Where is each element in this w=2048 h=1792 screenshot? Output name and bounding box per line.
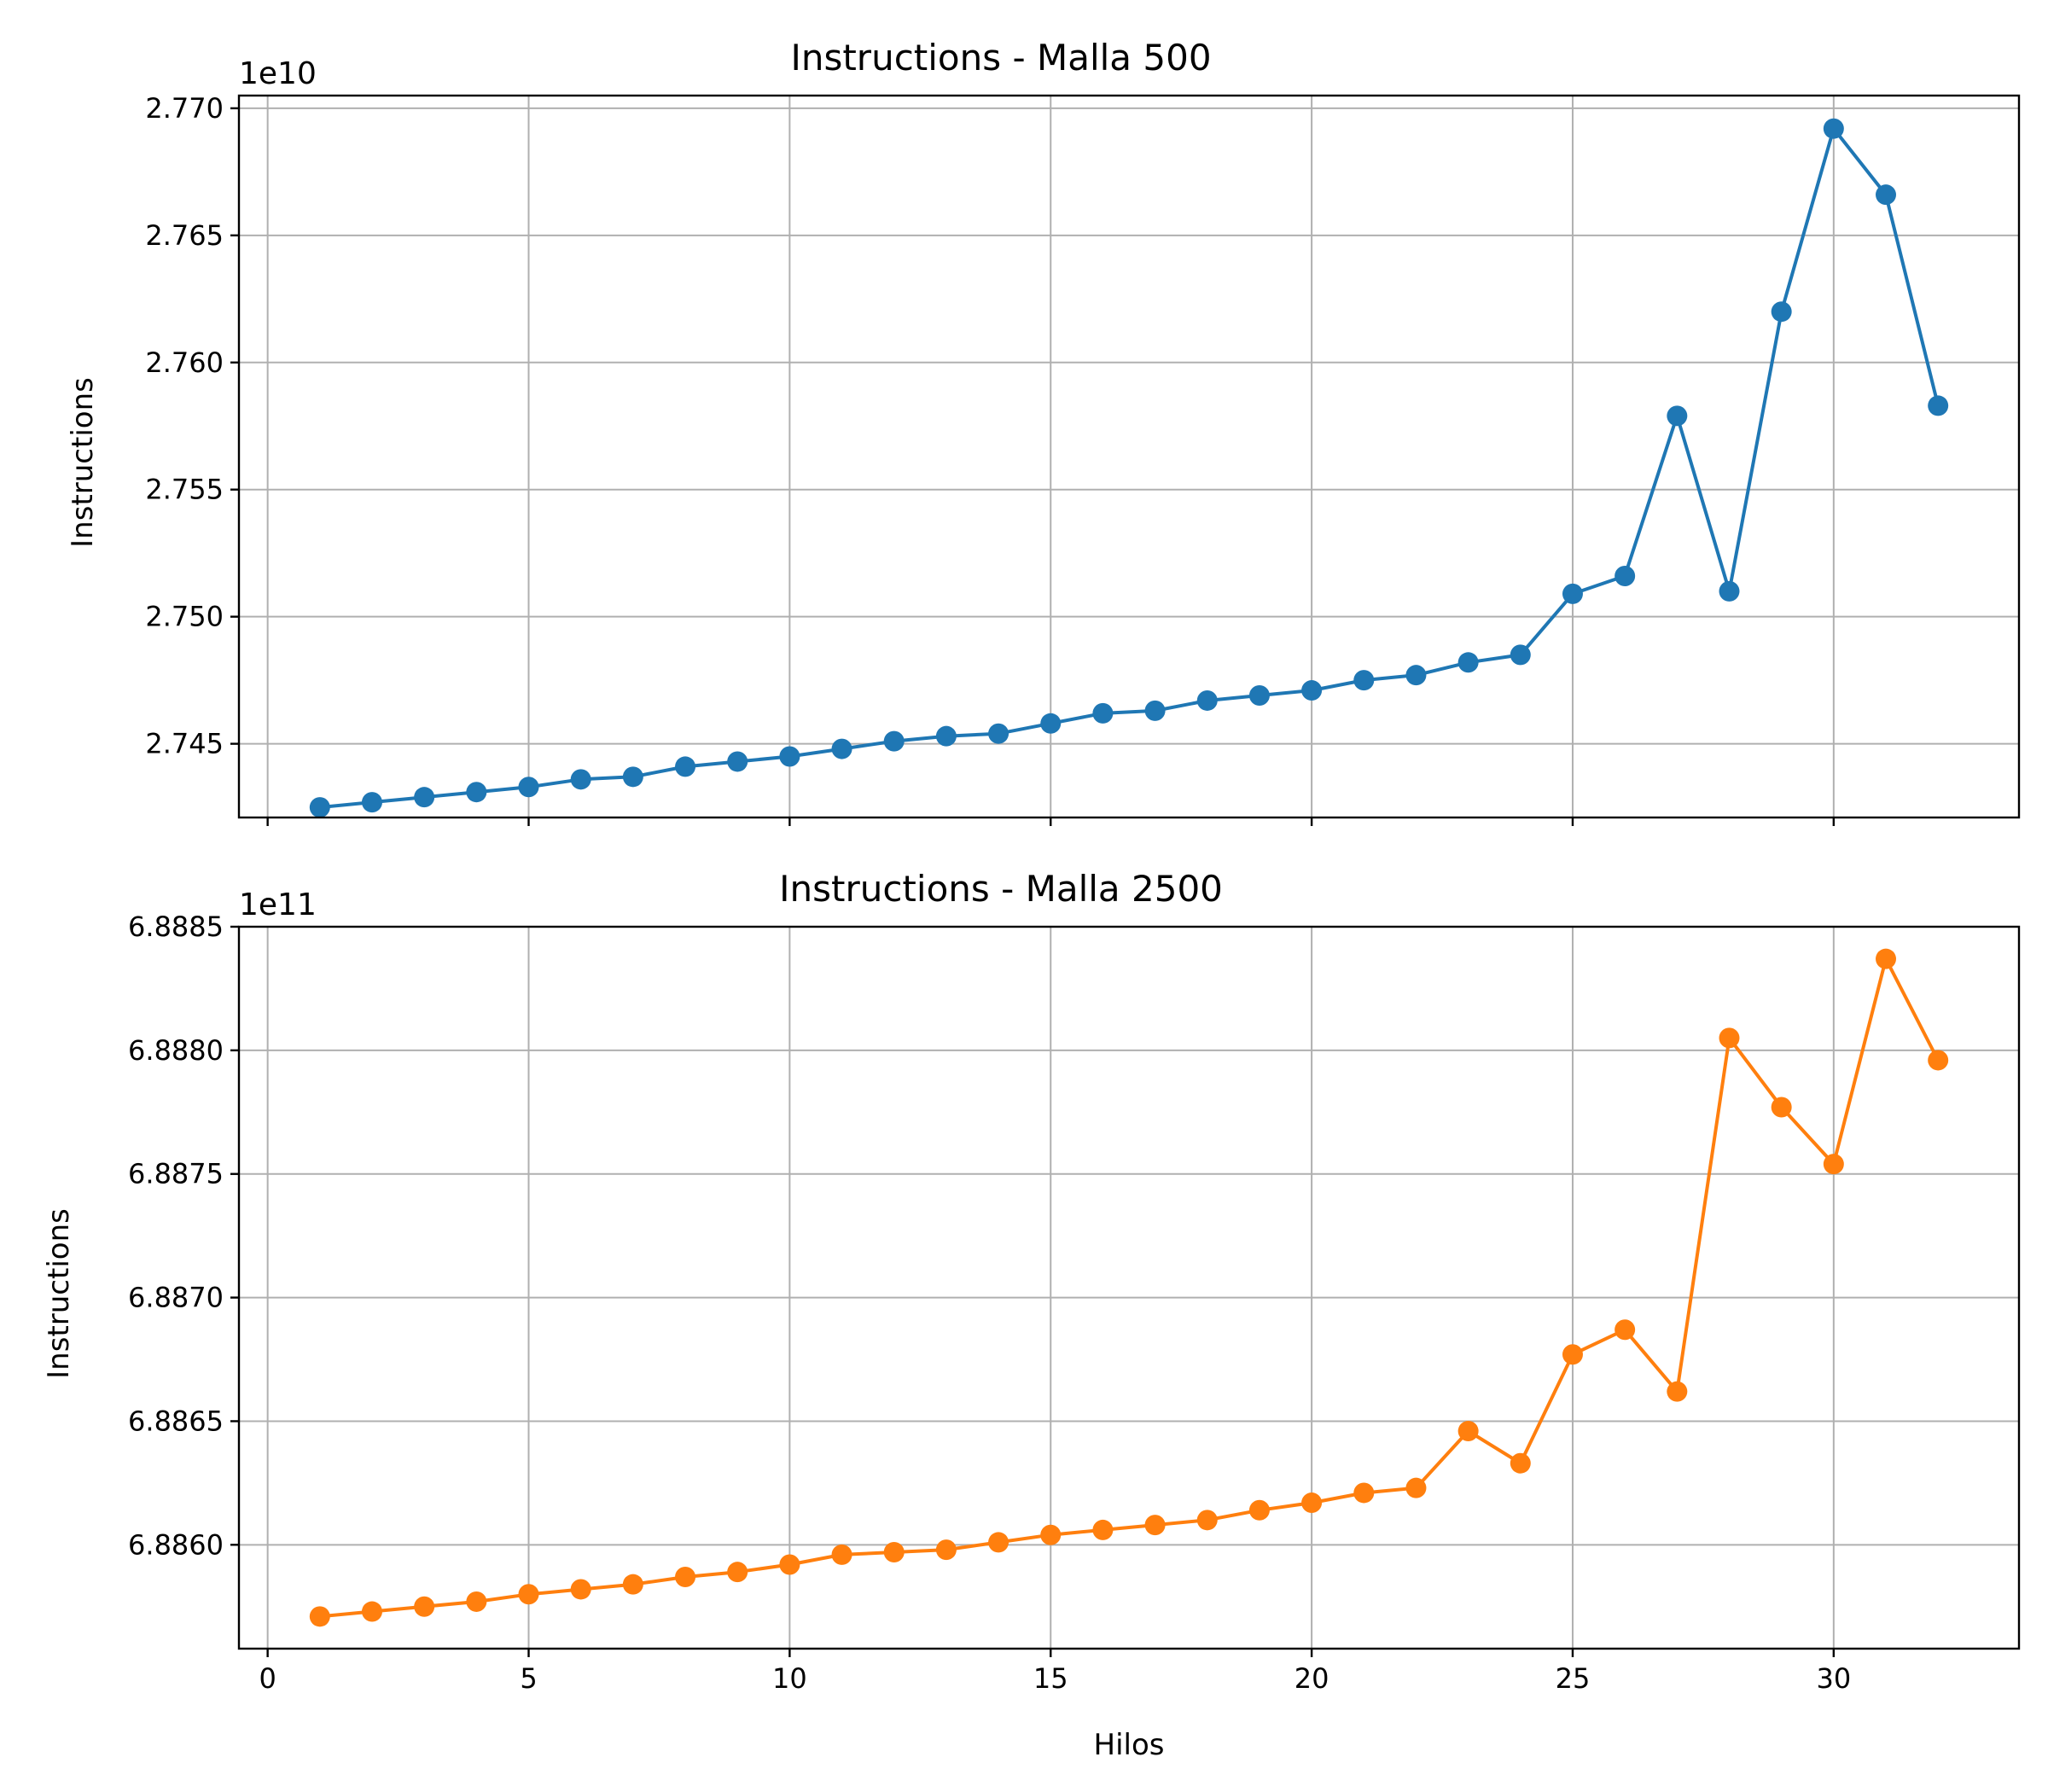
y-tick-label: 6.8875 <box>128 1158 224 1190</box>
data-point <box>675 1566 696 1587</box>
data-point <box>831 1544 852 1565</box>
data-point <box>1405 1477 1427 1498</box>
data-point <box>1876 948 1897 969</box>
data-point <box>727 751 748 772</box>
axes-frame <box>237 94 2021 819</box>
data-point <box>988 723 1009 744</box>
data-point <box>414 1596 435 1617</box>
x-tick-label: 10 <box>772 1662 807 1695</box>
subplot-malla-500: Instructions - Malla 500 1e10 Instructio… <box>66 37 2021 826</box>
y-offset-label: 1e10 <box>239 56 317 91</box>
data-point <box>414 787 435 808</box>
y-offset-label: 1e11 <box>239 887 317 922</box>
x-axis-label: Hilos <box>1094 1728 1165 1762</box>
y-tick-label: 2.755 <box>145 474 224 506</box>
data-point <box>935 1539 957 1561</box>
chart-title: Instructions - Malla 2500 <box>779 868 1223 910</box>
chart-title: Instructions - Malla 500 <box>790 37 1211 79</box>
axes-frame <box>237 925 2021 1650</box>
data-point <box>1876 184 1897 206</box>
data-point <box>1301 1492 1323 1514</box>
y-axis-label: Instructions <box>66 377 100 548</box>
data-point <box>1196 689 1218 711</box>
data-point <box>1719 580 1740 602</box>
subplot-malla-2500: Instructions - Malla 2500 1e11 Instructi… <box>42 868 2021 1762</box>
plot-area: 2.745 2.750 2.755 2.760 2.765 2.770 <box>145 92 2021 826</box>
data-point <box>518 777 539 798</box>
data-point <box>466 782 487 803</box>
data-point <box>1301 680 1323 701</box>
data-point <box>1248 1499 1270 1521</box>
x-tick-label: 0 <box>259 1662 276 1695</box>
data-point <box>935 725 957 747</box>
y-tick-label: 2.750 <box>145 601 224 633</box>
data-point <box>570 769 591 790</box>
data-point <box>1823 118 1844 139</box>
data-point <box>1510 644 1531 666</box>
data-point <box>361 1601 382 1622</box>
y-tick-label: 6.8860 <box>128 1528 224 1561</box>
y-tick-label: 2.745 <box>145 728 224 760</box>
x-tick-label: 5 <box>520 1662 537 1695</box>
data-point <box>1196 1510 1218 1531</box>
data-point <box>988 1532 1009 1553</box>
data-point <box>518 1584 539 1605</box>
data-point <box>727 1562 748 1583</box>
data-point <box>1040 1524 1062 1545</box>
data-point <box>570 1579 591 1600</box>
data-point <box>1615 1319 1636 1341</box>
data-point <box>1092 1519 1114 1540</box>
data-point <box>1823 1154 1844 1175</box>
data-point <box>831 738 852 759</box>
y-tick-label: 2.765 <box>145 219 224 252</box>
data-point <box>1667 1381 1688 1402</box>
y-axis-label: Instructions <box>42 1208 76 1379</box>
data-point <box>883 730 905 752</box>
data-point <box>1771 301 1792 323</box>
y-tick-label: 2.770 <box>145 92 224 125</box>
data-point <box>1092 702 1114 724</box>
data-point <box>1353 670 1375 691</box>
x-tick-label: 15 <box>1033 1662 1068 1695</box>
data-point <box>1457 1421 1479 1442</box>
data-point <box>622 1574 643 1595</box>
data-point <box>309 797 330 818</box>
data-point <box>1457 652 1479 673</box>
y-tick-label: 6.8865 <box>128 1405 224 1437</box>
y-tick-label: 6.8870 <box>128 1282 224 1314</box>
data-point <box>1771 1097 1792 1118</box>
plot-area: 0 5 10 15 20 25 30 6.8860 6.8865 6.8870 6.8875 6.88… <box>128 911 2021 1695</box>
x-tick-label: 30 <box>1816 1662 1851 1695</box>
x-tick-label: 25 <box>1556 1662 1591 1695</box>
data-point <box>361 792 382 813</box>
data-point <box>1615 566 1636 587</box>
data-point <box>1510 1452 1531 1474</box>
data-point <box>1562 583 1583 604</box>
data-point <box>883 1542 905 1563</box>
data-point <box>1144 700 1166 721</box>
data-point <box>1719 1027 1740 1049</box>
data-point <box>1040 713 1062 734</box>
y-tick-label: 6.8885 <box>128 911 224 943</box>
data-point <box>1928 1050 1949 1071</box>
x-tick-label: 20 <box>1295 1662 1329 1695</box>
data-point <box>1248 685 1270 707</box>
data-point <box>779 1554 800 1575</box>
y-tick-label: 6.8880 <box>128 1034 224 1067</box>
data-point <box>1144 1515 1166 1536</box>
data-point <box>309 1606 330 1627</box>
data-point <box>1667 405 1688 427</box>
data-point <box>466 1591 487 1612</box>
data-point <box>1562 1344 1583 1365</box>
data-point <box>779 746 800 767</box>
data-point <box>1353 1482 1375 1504</box>
y-tick-label: 2.760 <box>145 346 224 379</box>
data-point <box>1405 665 1427 686</box>
data-point <box>622 766 643 788</box>
data-point <box>1928 395 1949 416</box>
data-point <box>675 756 696 777</box>
